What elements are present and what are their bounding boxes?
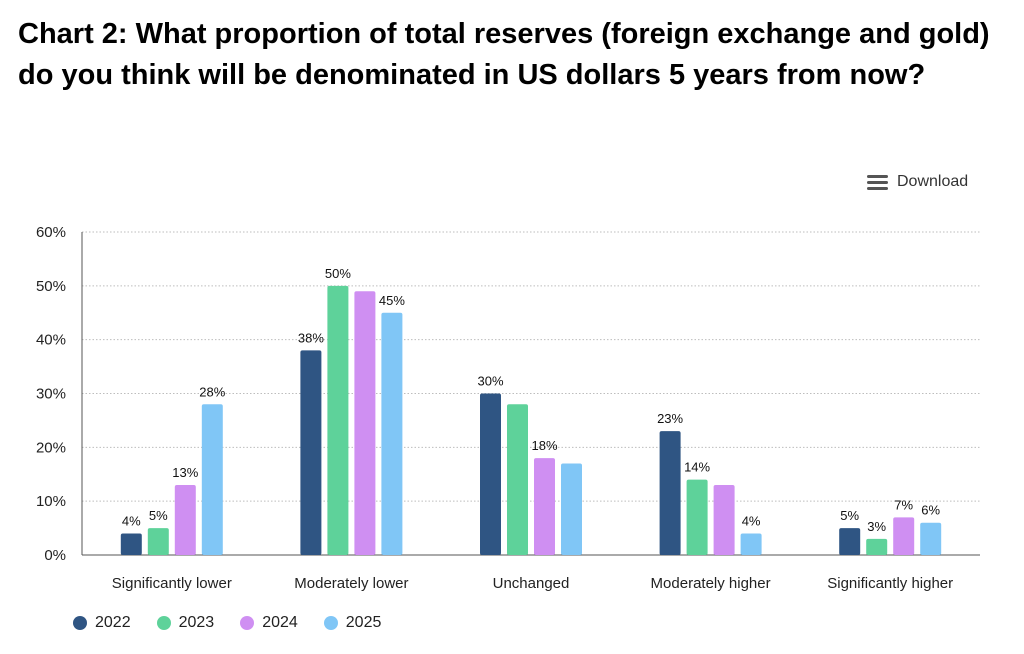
data-label: 14%: [684, 460, 710, 475]
chart-legend: 2022 2023 2024 2025: [73, 614, 381, 632]
bar: [686, 479, 708, 555]
x-tick-label: Moderately lower: [294, 575, 408, 592]
data-label: 45%: [379, 293, 405, 308]
bar: [740, 533, 762, 555]
legend-label: 2024: [262, 614, 298, 631]
legend-item[interactable]: 2022: [73, 614, 131, 632]
y-tick-label: 10%: [36, 493, 66, 510]
bar: [300, 350, 322, 555]
bar: [561, 463, 582, 555]
x-tick-label: Significantly lower: [112, 575, 232, 592]
bar: [480, 393, 501, 555]
y-tick-label: 50%: [36, 278, 66, 295]
y-tick-label: 40%: [36, 332, 66, 349]
bar: [120, 533, 142, 555]
bar: [507, 404, 528, 555]
download-label: Download: [897, 173, 969, 190]
legend-label: 2022: [95, 614, 131, 631]
data-label: 3%: [867, 519, 886, 534]
legend-swatch: [323, 616, 338, 630]
y-tick-label: 20%: [36, 439, 66, 456]
data-label: 6%: [921, 503, 940, 518]
bar: [713, 485, 735, 555]
legend-item[interactable]: 2023: [156, 614, 215, 632]
data-label: 38%: [298, 330, 324, 345]
legend-swatch: [73, 616, 87, 630]
y-tick-label: 30%: [36, 386, 66, 403]
x-tick-label: Unchanged: [493, 575, 570, 592]
data-label: 4%: [122, 513, 141, 528]
chart-title: Chart 2: What proportion of total reserv…: [18, 18, 990, 91]
legend-swatch: [240, 616, 255, 630]
y-tick-label: 0%: [44, 547, 66, 564]
data-label: 4%: [742, 513, 761, 528]
data-label: 50%: [325, 266, 351, 281]
data-label: 23%: [657, 411, 683, 426]
legend-item[interactable]: 2024: [240, 614, 298, 632]
data-label: 5%: [149, 508, 168, 523]
bar: [327, 285, 349, 555]
legend-label: 2025: [345, 614, 382, 631]
bar: [381, 312, 403, 555]
bar: [534, 458, 555, 555]
bar: [659, 431, 681, 555]
x-tick-label: Moderately higher: [651, 575, 771, 592]
bar: [354, 291, 376, 555]
legend-swatch: [156, 616, 171, 630]
bar: [147, 528, 169, 555]
bar: [201, 404, 223, 555]
bar-chart: 0% 10% 20% 30% 40% 50% 60% 4% 5% 13% 28% Significan…: [36, 224, 980, 592]
data-label: 28%: [199, 384, 225, 399]
data-label: 18%: [531, 438, 557, 453]
bar: [920, 522, 942, 555]
data-label: 13%: [172, 465, 198, 480]
bar: [839, 528, 861, 555]
download-button[interactable]: Download: [867, 172, 968, 192]
data-label: 5%: [840, 508, 859, 523]
x-tick-label: Significantly higher: [827, 575, 953, 592]
bar: [174, 485, 196, 555]
hamburger-menu-icon: [867, 174, 888, 190]
legend-label: 2023: [178, 614, 215, 631]
data-label: 30%: [477, 374, 503, 389]
data-label: 7%: [894, 497, 913, 512]
bar: [893, 517, 915, 555]
bar: [866, 538, 888, 555]
y-tick-label: 60%: [36, 224, 66, 241]
legend-item[interactable]: 2025: [323, 614, 382, 632]
